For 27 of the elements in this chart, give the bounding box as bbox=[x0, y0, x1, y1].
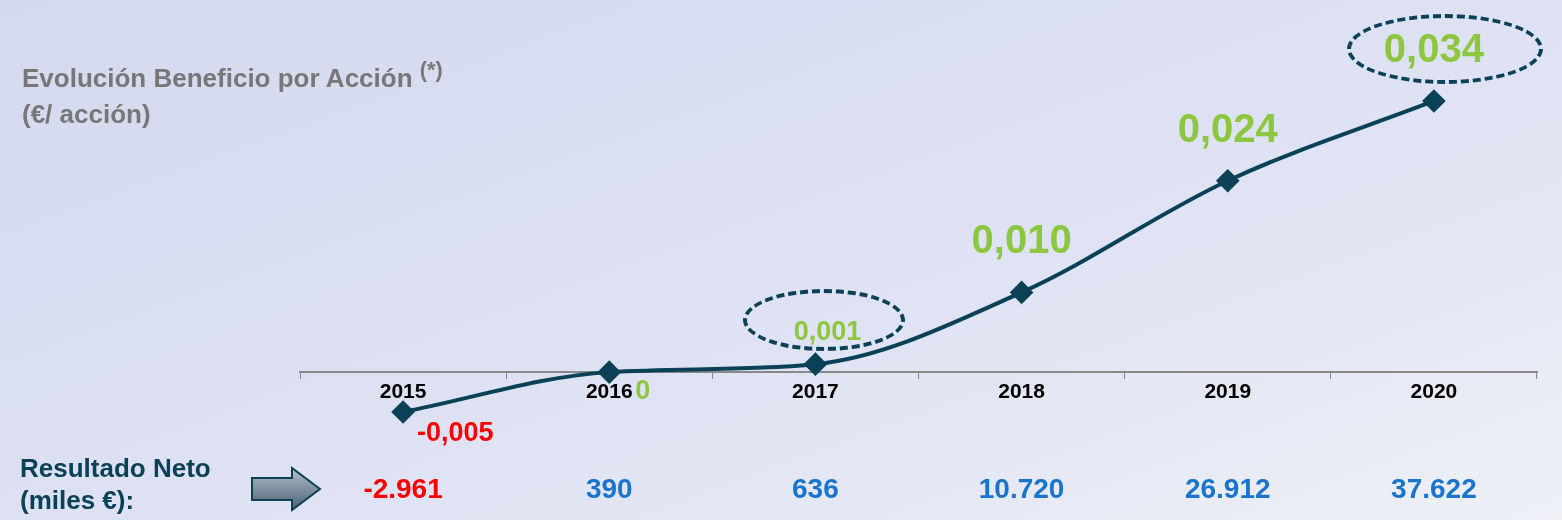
data-label: 0,001 bbox=[793, 315, 862, 346]
point bbox=[598, 361, 621, 384]
point bbox=[1422, 89, 1445, 112]
text: 26.912 bbox=[1183, 473, 1272, 505]
data-label: 0,034 bbox=[1383, 26, 1485, 71]
x-tick-label: 2017 bbox=[792, 378, 839, 402]
text: 37.622 bbox=[1390, 473, 1478, 505]
data-label: 0 bbox=[635, 374, 651, 405]
text: 10.720 bbox=[977, 473, 1066, 505]
x-tick-label: 2015 bbox=[379, 378, 427, 402]
text: -2.961 bbox=[362, 473, 444, 505]
x-tick-label: 2019 bbox=[1204, 378, 1252, 402]
data-label: 0,010 bbox=[971, 217, 1072, 262]
point bbox=[1010, 281, 1033, 304]
text: 390 bbox=[584, 473, 634, 505]
point bbox=[804, 353, 827, 376]
point bbox=[1216, 169, 1239, 192]
x-tick-label: 2020 bbox=[1410, 378, 1458, 402]
chart-title: Evolución Beneficio por Acción $^{(*)}$ bbox=[22, 56, 443, 95]
data-label: -0,005 bbox=[417, 417, 494, 448]
text: (€/ acción) bbox=[22, 97, 152, 131]
text: 636 bbox=[791, 473, 840, 505]
x-tick-label: 2016 bbox=[585, 378, 633, 402]
point bbox=[392, 401, 415, 423]
data-label: 0,024 bbox=[1177, 105, 1279, 150]
x-tick-label: 2018 bbox=[998, 378, 1046, 402]
text: Resultado Neto (miles €): bbox=[20, 452, 212, 516]
